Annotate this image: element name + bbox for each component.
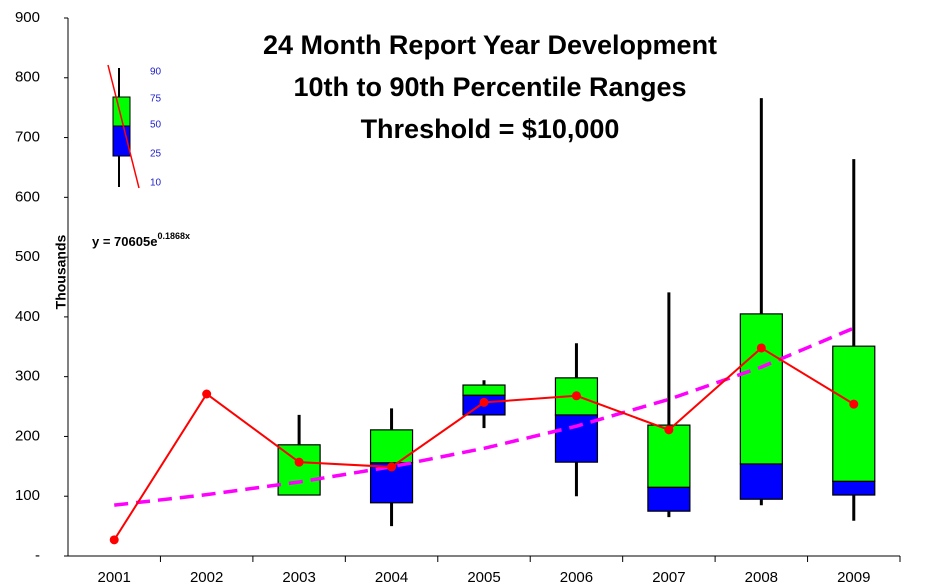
y-tick-label: 100	[15, 487, 40, 504]
box-upper	[462, 384, 506, 396]
x-tick-label: 2003	[282, 569, 315, 586]
mean-point	[479, 397, 489, 407]
mean-point	[849, 399, 859, 409]
mean-point	[202, 389, 212, 399]
key-label: 50	[150, 120, 162, 131]
chart-title: 24 Month Report Year Development	[263, 30, 717, 60]
y-tick-label: -	[35, 547, 40, 564]
x-tick-label: 2006	[560, 569, 593, 586]
x-tick-label: 2002	[190, 569, 223, 586]
chart-subtitle: Threshold = $10,000	[361, 114, 620, 144]
equation-base: y = 70605e	[92, 234, 157, 249]
y-tick-label: 400	[15, 308, 40, 325]
legend-key: 90 75 50 25 10	[107, 64, 162, 189]
box-lower	[647, 486, 691, 512]
mean-point	[109, 535, 119, 545]
x-tick-label: 2009	[837, 569, 870, 586]
y-tick-label: 600	[15, 188, 40, 205]
x-tick-label: 2005	[467, 569, 500, 586]
y-axis-label: Thousands	[53, 234, 69, 309]
box-lower	[554, 414, 599, 463]
key-label: 75	[150, 94, 162, 105]
equation-exponent: 0.1868x	[157, 231, 190, 241]
mean-point	[387, 462, 397, 472]
y-tick-label: 200	[15, 427, 40, 444]
mean-point	[571, 391, 581, 401]
trend-equation: y = 70605e0.1868x	[92, 231, 190, 249]
box-upper	[647, 424, 691, 488]
y-tick-label: 500	[15, 248, 40, 265]
key-trend	[107, 64, 140, 189]
box-lower	[832, 480, 876, 496]
key-label: 10	[150, 178, 162, 189]
x-tick-label: 2008	[745, 569, 778, 586]
x-tick-label: 2007	[652, 569, 685, 586]
y-tick-label: 300	[15, 368, 40, 385]
box-lower	[739, 463, 783, 500]
y-tick-label: 800	[15, 69, 40, 86]
key-label: 25	[150, 149, 162, 160]
mean-point	[294, 457, 304, 467]
x-tick-label: 2004	[375, 569, 408, 586]
y-tick-label: 700	[15, 129, 40, 146]
box-upper	[277, 444, 321, 496]
y-tick-label: 900	[15, 9, 40, 26]
chart-subtitle: 10th to 90th Percentile Ranges	[293, 72, 686, 102]
trend-line	[114, 326, 855, 507]
box-upper	[739, 313, 783, 465]
key-label: 90	[150, 67, 162, 78]
x-tick-label: 2001	[98, 569, 131, 586]
box-upper	[832, 345, 876, 482]
key-upper-box	[112, 96, 131, 127]
mean-point	[664, 425, 674, 435]
mean-point	[756, 343, 766, 353]
